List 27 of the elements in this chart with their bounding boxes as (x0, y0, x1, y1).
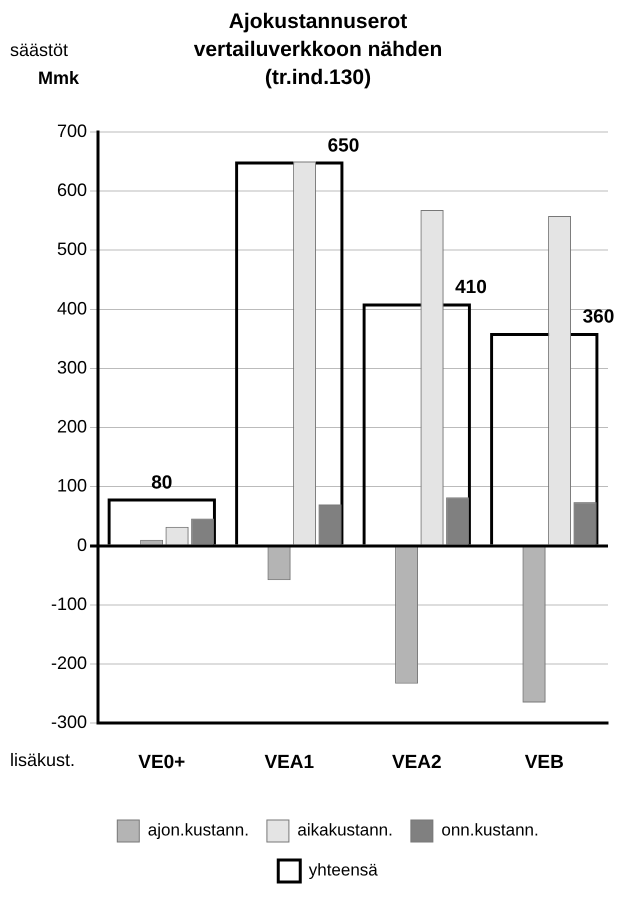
x-tick-label: VEA2 (392, 752, 442, 773)
y-tick-label: -200 (50, 653, 88, 674)
y-tick-label: 200 (56, 416, 88, 437)
y-tick-label: 500 (56, 239, 88, 260)
y-tick-label: 600 (56, 180, 88, 200)
x-tick-label: VEB (524, 752, 564, 773)
text: lisäkust. (10, 750, 76, 771)
y-tick-label: 0 (77, 534, 88, 555)
x-tick-label: VEA1 (264, 752, 315, 773)
y-tick-label: -300 (50, 712, 88, 732)
legend-label: yhteensä (308, 860, 378, 880)
data-label: 410 (455, 277, 487, 298)
y-tick-label: 100 (56, 476, 88, 496)
chart-title: Ajokustannuserot vertailuverkkoon nähden (tr.ind.130) (192, 9, 444, 91)
legend-label: ajon.kustann. (148, 820, 249, 840)
y-tick-label: 700 (56, 120, 88, 141)
legend-label: onn.kustann. (441, 820, 539, 840)
text: Mmk (38, 68, 80, 89)
y-tick-label: 300 (56, 357, 88, 378)
data-label: 650 (328, 135, 360, 156)
data-label: 80 (151, 472, 172, 494)
data-label: 360 (582, 306, 614, 328)
y-tick-label: 400 (56, 298, 88, 318)
legend-label: aikakustann. (297, 820, 393, 840)
y-tick-label: -100 (50, 594, 88, 614)
x-tick-label: VE0+ (138, 752, 186, 773)
text: säästöt (10, 40, 68, 61)
